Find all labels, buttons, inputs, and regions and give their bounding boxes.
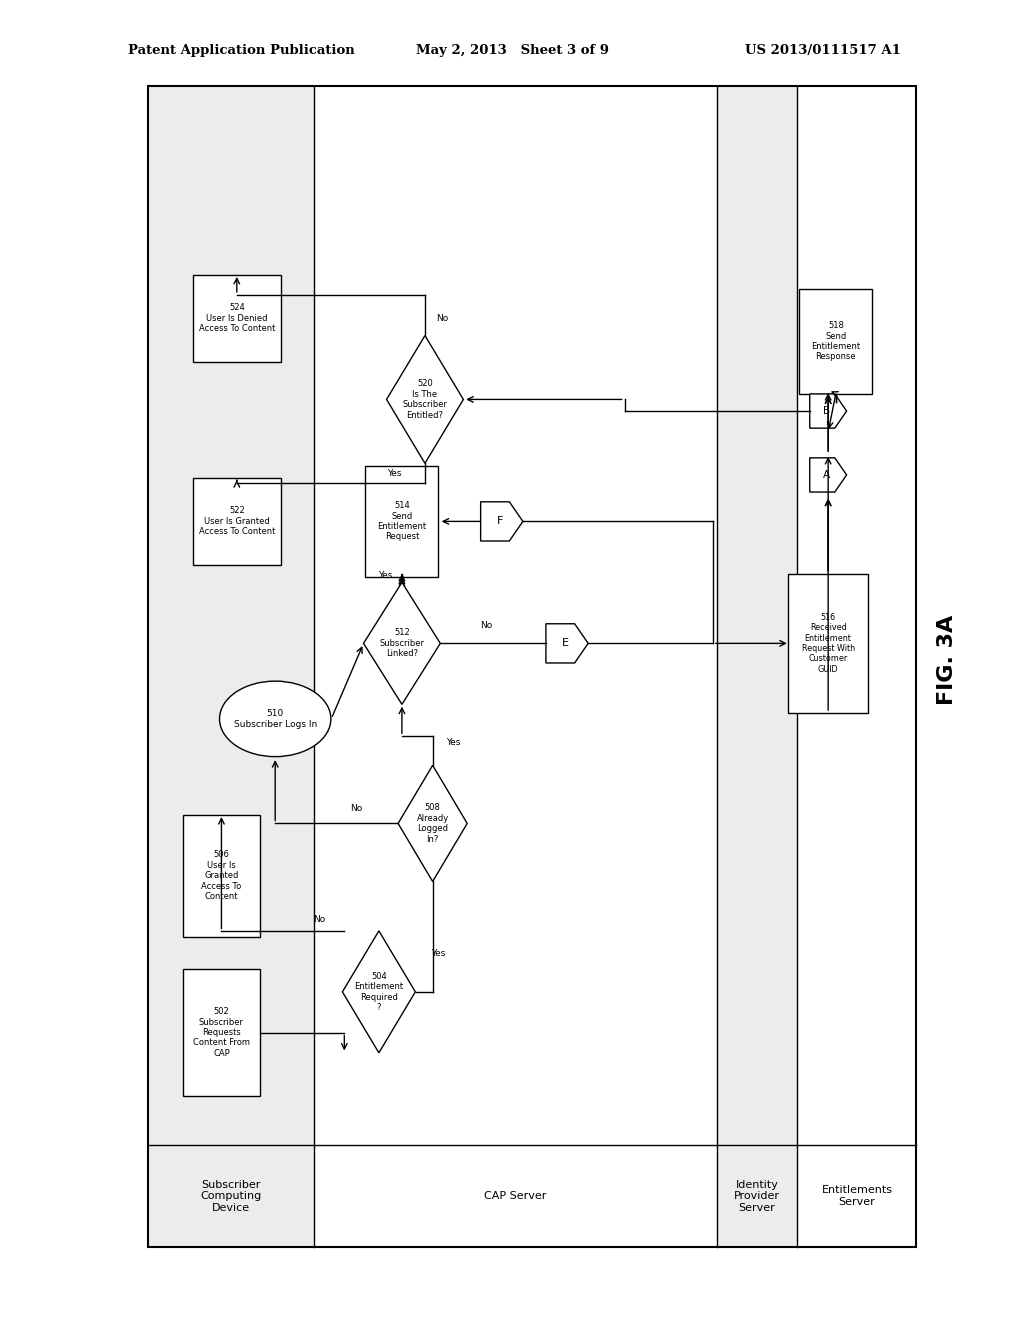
Text: 518
Send
Entitlement
Response: 518 Send Entitlement Response xyxy=(811,321,860,362)
Text: Patent Application Publication: Patent Application Publication xyxy=(128,44,354,57)
Text: 510
Subscriber Logs In: 510 Subscriber Logs In xyxy=(233,709,316,729)
Text: 502
Subscriber
Requests
Content From
CAP: 502 Subscriber Requests Content From CAP xyxy=(193,1007,250,1057)
Text: No: No xyxy=(436,314,449,322)
Text: E: E xyxy=(562,639,569,648)
Text: 506
User Is
Granted
Access To
Content: 506 User Is Granted Access To Content xyxy=(202,850,242,902)
Text: Identity
Provider
Server: Identity Provider Server xyxy=(734,1180,780,1213)
Text: 524
User Is Denied
Access To Content: 524 User Is Denied Access To Content xyxy=(199,304,275,333)
Text: No: No xyxy=(350,804,361,813)
Text: 514
Send
Entitlement
Request: 514 Send Entitlement Request xyxy=(378,502,426,541)
Text: US 2013/0111517 A1: US 2013/0111517 A1 xyxy=(745,44,901,57)
Text: 516
Received
Entitlement
Request With
Customer
GUID: 516 Received Entitlement Request With Cu… xyxy=(802,612,855,675)
Text: 520
Is The
Subscriber
Entitled?: 520 Is The Subscriber Entitled? xyxy=(402,379,447,420)
Text: 504
Entitlement
Required
?: 504 Entitlement Required ? xyxy=(354,972,403,1012)
Text: Subscriber
Computing
Device: Subscriber Computing Device xyxy=(201,1180,262,1213)
Text: Yes: Yes xyxy=(446,738,461,747)
Text: FIG. 3A: FIG. 3A xyxy=(937,615,957,705)
Text: A: A xyxy=(823,470,830,480)
Text: F: F xyxy=(498,516,504,527)
Text: 522
User Is Granted
Access To Content: 522 User Is Granted Access To Content xyxy=(199,507,275,536)
Text: CAP Server: CAP Server xyxy=(484,1191,547,1201)
Text: Yes: Yes xyxy=(378,572,392,581)
Text: B: B xyxy=(823,407,830,416)
Text: Yes: Yes xyxy=(387,470,401,478)
Text: Yes: Yes xyxy=(431,949,445,958)
Text: May 2, 2013   Sheet 3 of 9: May 2, 2013 Sheet 3 of 9 xyxy=(416,44,608,57)
Text: Entitlements
Server: Entitlements Server xyxy=(821,1185,893,1206)
Text: No: No xyxy=(480,622,493,631)
Text: 512
Subscriber
Linked?: 512 Subscriber Linked? xyxy=(380,628,424,659)
Text: 508
Already
Logged
In?: 508 Already Logged In? xyxy=(417,804,449,843)
Text: No: No xyxy=(313,915,325,924)
